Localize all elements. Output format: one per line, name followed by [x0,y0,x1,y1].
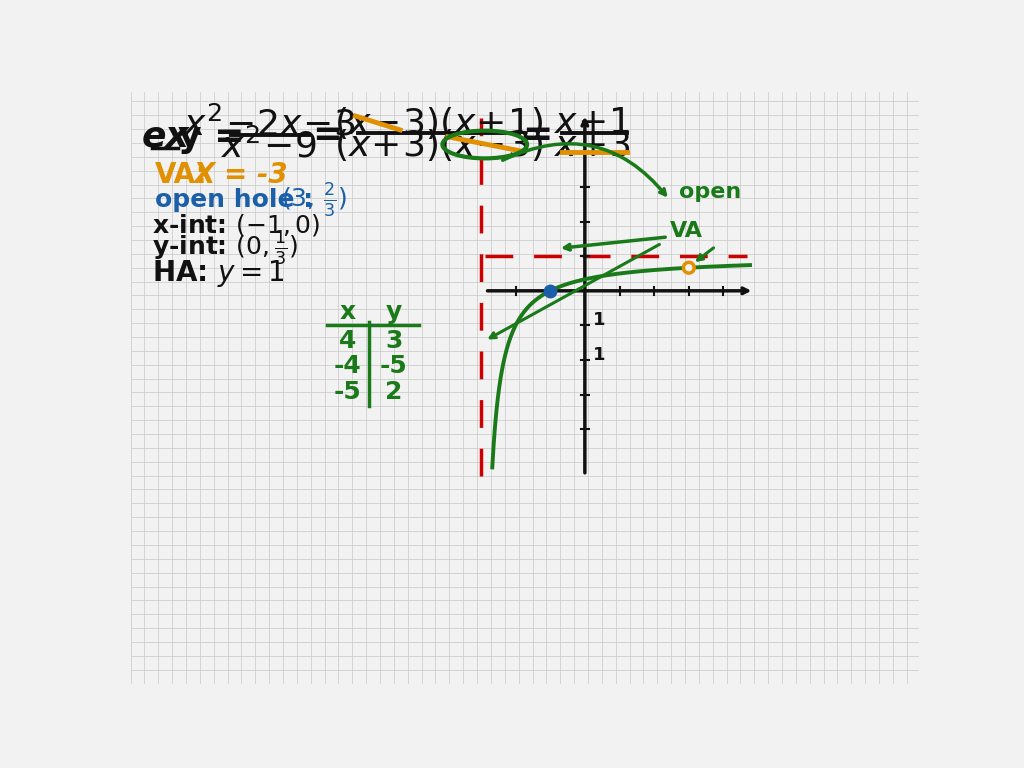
Text: VA:: VA: [156,161,208,190]
Text: 1: 1 [593,346,605,364]
Text: x: x [340,300,355,324]
Text: open hole :: open hole : [156,188,313,212]
Text: 4: 4 [339,329,356,353]
Text: 1: 1 [593,312,605,329]
Text: ex: ex [141,120,189,154]
Text: -4: -4 [334,354,361,379]
Text: 2: 2 [385,379,402,404]
Text: x-int: $(-1,0)$: x-int: $(-1,0)$ [153,212,321,237]
Text: X = -3: X = -3 [194,161,289,190]
Text: $x^2\!-\!2x\!-\!3$: $x^2\!-\!2x\!-\!3$ [182,107,355,143]
Text: y-int: $(0,\frac{1}{3})$: y-int: $(0,\frac{1}{3})$ [153,229,298,266]
Text: y: y [386,300,402,324]
Text: =: = [522,118,552,152]
Text: $x\!+\!1$: $x\!+\!1$ [554,106,631,140]
Text: $(x\!+\!3)(x\!-\!3)$: $(x\!+\!3)(x\!-\!3)$ [334,127,543,163]
Text: $(x\!-\!3)(x\!+\!1)$: $(x\!-\!3)(x\!+\!1)$ [334,105,543,141]
Text: $x^2\!-\!9$: $x^2\!-\!9$ [221,128,317,164]
Text: HA: $y=1$: HA: $y=1$ [153,258,285,290]
Text: -5: -5 [334,379,361,404]
Text: -5: -5 [380,354,408,379]
Text: open: open [679,182,741,202]
Text: VA: VA [670,220,702,240]
Text: $(3,\,\frac{2}{3})$: $(3,\,\frac{2}{3})$ [281,181,347,219]
Text: =: = [312,118,343,152]
Text: y =: y = [178,120,245,154]
Text: $x\!+\!3$: $x\!+\!3$ [554,128,631,162]
Text: 3: 3 [385,329,402,353]
Circle shape [683,263,694,273]
